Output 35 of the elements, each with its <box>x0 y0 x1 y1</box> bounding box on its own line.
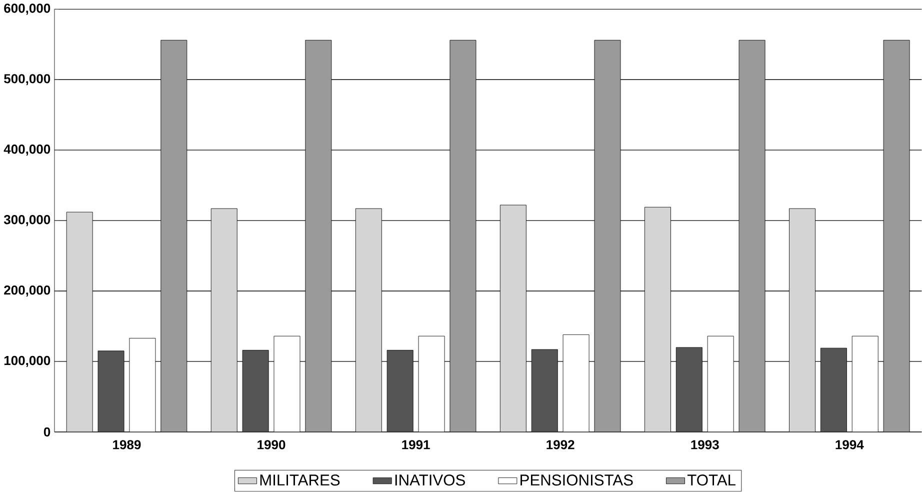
x-tick-label: 1990 <box>258 440 286 450</box>
legend-label: INATIVOS <box>395 474 465 486</box>
bar <box>644 207 671 432</box>
bar <box>211 208 238 432</box>
x-tick-label: 1989 <box>113 440 141 450</box>
bar <box>356 208 382 432</box>
x-tick-label: 1991 <box>402 440 430 450</box>
bar <box>305 40 332 432</box>
bar <box>820 348 847 432</box>
bar <box>532 350 558 432</box>
bar <box>66 212 93 432</box>
y-tick-label: 200,000 <box>4 286 50 297</box>
y-tick-label: 400,000 <box>4 144 50 156</box>
y-tick-label: 0 <box>44 428 50 437</box>
bar <box>883 40 910 432</box>
bar <box>450 40 476 432</box>
legend-label: PENSIONISTAS <box>520 474 633 486</box>
bar <box>387 350 414 432</box>
y-tick-label: 300,000 <box>4 215 50 226</box>
bar <box>789 208 816 432</box>
bar <box>676 348 702 432</box>
y-tick-label: 100,000 <box>4 356 50 368</box>
legend-label: MILITARES <box>260 474 340 486</box>
x-tick-label: 1993 <box>691 440 719 450</box>
y-tick-label: 600,000 <box>4 4 50 15</box>
y-tick-label: 500,000 <box>4 74 50 86</box>
bar <box>160 40 187 432</box>
bar <box>594 40 620 432</box>
bar <box>500 205 526 432</box>
bar <box>98 351 124 432</box>
legend-label: TOTAL <box>687 474 736 486</box>
bar <box>242 350 269 432</box>
x-tick-label: 1994 <box>836 440 864 450</box>
x-tick-label: 1992 <box>546 440 574 450</box>
bar <box>739 40 766 432</box>
